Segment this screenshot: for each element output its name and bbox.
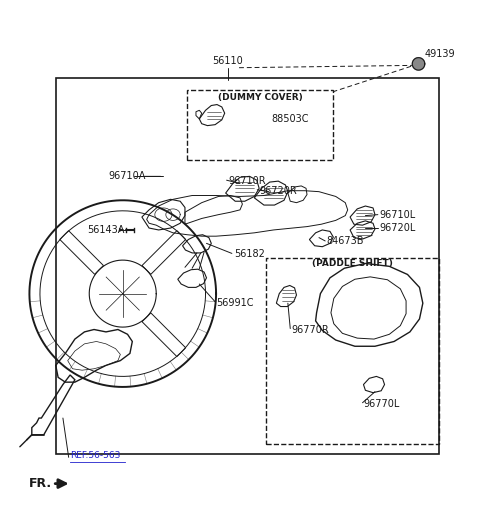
Polygon shape <box>60 230 104 275</box>
Text: 56143A: 56143A <box>87 225 124 235</box>
Text: 96710R: 96710R <box>228 176 265 186</box>
Bar <box>187 90 333 160</box>
Text: FR.: FR. <box>28 477 51 490</box>
Bar <box>56 78 439 454</box>
Text: (PADDLE SHIFT): (PADDLE SHIFT) <box>312 259 393 268</box>
Text: 96770L: 96770L <box>363 398 400 408</box>
Text: 56110: 56110 <box>213 56 243 66</box>
Text: 56182: 56182 <box>234 249 265 259</box>
Text: 96720R: 96720R <box>259 186 297 196</box>
Text: 49139: 49139 <box>424 49 455 59</box>
Text: 84673B: 84673B <box>326 236 364 246</box>
Text: 56991C: 56991C <box>216 298 253 308</box>
Polygon shape <box>142 230 186 275</box>
Text: 96710A: 96710A <box>108 171 146 181</box>
Text: REF.56-563: REF.56-563 <box>70 450 120 460</box>
Text: 96710L: 96710L <box>380 209 416 219</box>
Bar <box>266 258 439 444</box>
Text: 96770R: 96770R <box>292 324 329 334</box>
Text: 88503C: 88503C <box>271 114 309 124</box>
Polygon shape <box>142 313 186 356</box>
Text: 96720L: 96720L <box>380 223 416 233</box>
Text: (DUMMY COVER): (DUMMY COVER) <box>218 93 303 102</box>
Polygon shape <box>412 58 425 70</box>
